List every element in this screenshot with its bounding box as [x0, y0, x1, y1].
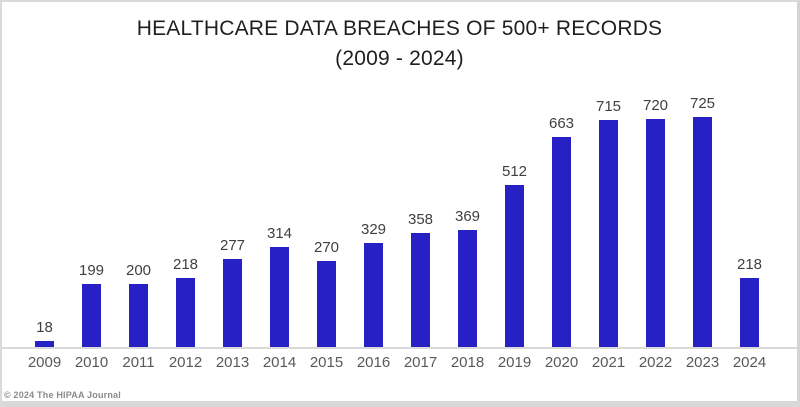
- bar-column-2010: 199: [68, 262, 115, 347]
- bar-column-2020: 663: [538, 115, 585, 347]
- x-axis-label: 2019: [497, 354, 532, 371]
- x-axis-label: 2017: [403, 354, 438, 371]
- chart-title-block: HEALTHCARE DATA BREACHES OF 500+ RECORDS…: [2, 14, 797, 74]
- bar-value-label: 277: [219, 237, 246, 254]
- bar-column-2018: 369: [444, 208, 491, 347]
- x-axis-label: 2016: [356, 354, 391, 371]
- x-axis-label: 2021: [591, 354, 626, 371]
- copyright-label: © 2024 The HIPAA Journal: [4, 390, 121, 400]
- bottom-border-strip: [0, 401, 800, 407]
- x-axis-label: 2014: [262, 354, 297, 371]
- bar-2020: [552, 137, 571, 347]
- x-axis-label: 2013: [215, 354, 250, 371]
- bar-column-2014: 314: [256, 225, 303, 347]
- bar-2015: [317, 261, 336, 347]
- x-axis-label: 2011: [122, 354, 155, 371]
- bar-column-2011: 200: [115, 262, 162, 347]
- bar-2014: [270, 247, 289, 347]
- bar-column-2019: 512: [491, 163, 538, 347]
- bar-value-label: 720: [642, 97, 669, 114]
- bar-column-2012: 218: [162, 256, 209, 347]
- bar-column-2021: 715: [585, 98, 632, 347]
- x-axis-label: 2012: [168, 354, 203, 371]
- x-axis-label: 2009: [27, 354, 62, 371]
- bar-2013: [223, 259, 242, 347]
- chart-title: HEALTHCARE DATA BREACHES OF 500+ RECORDS: [136, 17, 663, 40]
- bar-2024: [740, 278, 759, 347]
- bar-column-2023: 725: [679, 95, 726, 347]
- bar-value-label: 218: [172, 256, 199, 273]
- bar-2023: [693, 117, 712, 347]
- bar-column-2009: 18: [21, 319, 68, 347]
- bar-value-label: 369: [454, 208, 481, 225]
- bar-column-2022: 720: [632, 97, 679, 347]
- bar-value-label: 725: [689, 95, 716, 112]
- x-axis-label: 2022: [638, 354, 673, 371]
- bar-2012: [176, 278, 195, 347]
- bar-value-label: 715: [595, 98, 622, 115]
- bar-2021: [599, 120, 618, 347]
- bar-value-label: 18: [36, 319, 53, 336]
- x-axis-labels: 2009 2010 2011 2012 2013 2014 2015 2016 2017 2018…: [2, 354, 797, 371]
- bar-column-2013: 277: [209, 237, 256, 347]
- bar-value-label: 218: [736, 256, 763, 273]
- bar-chart-plot: 18 199 200 218 277 314 270 329 358 369 512 663 715 72…: [2, 77, 797, 349]
- bar-value-label: 358: [407, 211, 434, 228]
- bar-2011: [129, 284, 148, 347]
- x-axis-label: 2023: [685, 354, 720, 371]
- x-axis-label: 2020: [544, 354, 579, 371]
- bar-value-label: 270: [313, 239, 340, 256]
- bar-2017: [411, 233, 430, 347]
- x-axis-label: 2010: [74, 354, 109, 371]
- bar-value-label: 512: [501, 163, 528, 180]
- bar-2022: [646, 119, 665, 347]
- x-axis-label: 2024: [732, 354, 767, 371]
- bar-2019: [505, 185, 524, 347]
- chart-subtitle: (2009 - 2024): [335, 47, 464, 70]
- bar-2009: [35, 341, 54, 347]
- bar-value-label: 200: [125, 262, 152, 279]
- x-axis-label: 2018: [450, 354, 485, 371]
- bar-2018: [458, 230, 477, 347]
- bar-2016: [364, 243, 383, 347]
- bar-value-label: 314: [266, 225, 293, 242]
- bar-value-label: 199: [78, 262, 105, 279]
- bar-column-2016: 329: [350, 221, 397, 347]
- bar-column-2017: 358: [397, 211, 444, 347]
- bar-value-label: 329: [360, 221, 387, 238]
- x-axis-label: 2015: [309, 354, 344, 371]
- bar-column-2024: 218: [726, 256, 773, 347]
- bar-2010: [82, 284, 101, 347]
- bar-column-2015: 270: [303, 239, 350, 347]
- bar-value-label: 663: [548, 115, 575, 132]
